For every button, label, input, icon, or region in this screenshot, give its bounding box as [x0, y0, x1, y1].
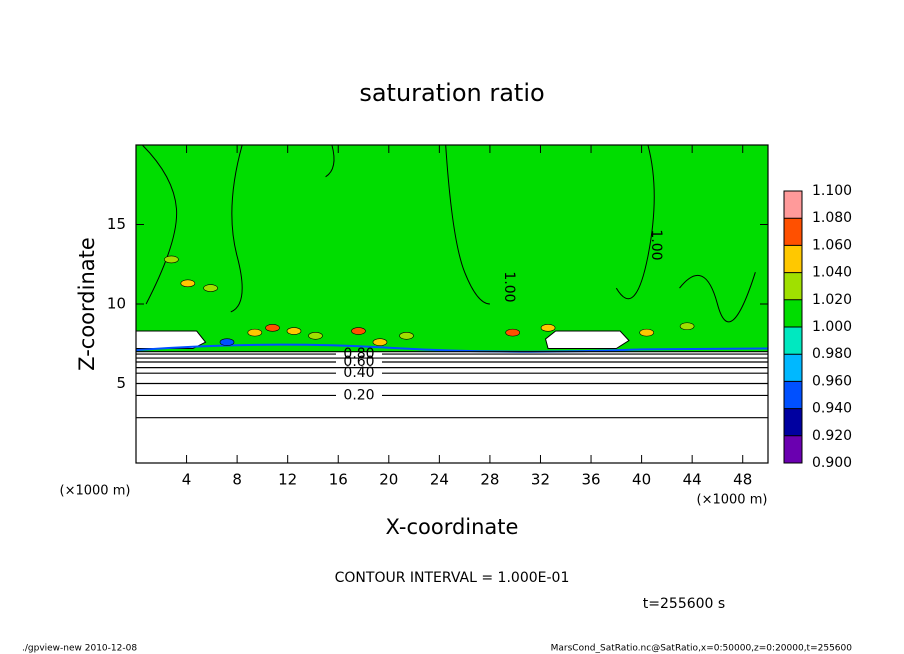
y-tick-label: 10	[107, 295, 126, 313]
colorbar-box	[784, 354, 802, 382]
contour-label: 0.80	[343, 346, 374, 362]
y-unit-label: (×1000 m)	[60, 484, 131, 499]
plot-area: 0.200.400.600.801.001.004 8 12 16 20 24 28 32 36…	[107, 144, 769, 489]
patch	[679, 322, 695, 331]
x-tick-label: 16	[329, 471, 348, 489]
patch	[164, 255, 179, 264]
colorbar: 0.900 0.920 0.940 0.960 0.980 1.000 1.020 1.040…	[783, 183, 852, 471]
colorbar-label: 1.060	[812, 237, 852, 253]
colorbar-label: 0.980	[812, 346, 852, 362]
colorbar-box	[784, 408, 802, 436]
patch	[203, 284, 218, 292]
contour-label: 0.40	[343, 365, 374, 381]
patch	[399, 331, 414, 340]
footer-right: MarsCond_SatRatio.nc@SatRatio,x=0:50000,…	[551, 644, 853, 654]
patch	[372, 338, 388, 346]
patch	[540, 324, 556, 332]
x-tick-label: 24	[430, 471, 449, 489]
patch	[286, 327, 302, 335]
colorbar-box	[784, 245, 802, 273]
colorbar-label: 1.000	[812, 319, 852, 335]
clear-region	[544, 330, 630, 350]
footer-left: ./gpview-new 2010-12-08	[22, 644, 137, 654]
patch	[180, 279, 196, 288]
contour-wiggle	[615, 144, 655, 300]
field	[136, 145, 768, 352]
time-label: t=255600 s	[643, 596, 725, 612]
contour-interval: CONTOUR INTERVAL = 1.000E-01	[335, 570, 570, 586]
x-tick-label: 28	[480, 471, 499, 489]
y-axis-label: Z-coordinate	[75, 237, 99, 371]
colorbar-label: 0.900	[812, 455, 852, 471]
colorbar-label: 0.960	[812, 373, 852, 389]
colorbar-box	[784, 191, 802, 219]
patch	[351, 327, 366, 335]
contour-label: 0.20	[343, 387, 374, 403]
patch	[308, 331, 323, 340]
colorbar-label: 0.920	[812, 428, 852, 444]
colorbar-box	[784, 272, 802, 300]
colorbar-label: 1.040	[812, 265, 852, 281]
x-tick-label: 40	[632, 471, 651, 489]
colorbar-label: 1.020	[812, 292, 852, 308]
y-tick-label: 5	[116, 374, 126, 392]
x-tick-label: 32	[531, 471, 550, 489]
x-tick-label: 4	[182, 471, 192, 489]
colorbar-box	[784, 327, 802, 355]
y-tick-label: 15	[107, 215, 126, 233]
colorbar-label: 1.100	[812, 183, 852, 199]
colorbar-box	[784, 299, 802, 327]
x-tick-label: 36	[581, 471, 600, 489]
patch	[265, 324, 280, 332]
contour-wiggle	[325, 144, 335, 178]
patch	[505, 328, 520, 337]
x-unit-label: (×1000 m)	[697, 493, 768, 508]
x-tick-label: 8	[232, 471, 242, 489]
colorbar-box	[784, 381, 802, 409]
colorbar-label: 0.940	[812, 401, 852, 417]
patch	[639, 328, 654, 337]
contour-wiggle	[679, 272, 756, 323]
colorbar-label: 1.080	[812, 210, 852, 226]
contour-wiggle	[141, 144, 178, 305]
contour-label: 1.00	[501, 271, 517, 302]
colorbar-box	[784, 218, 802, 246]
x-tick-label: 48	[733, 471, 752, 489]
patch	[219, 338, 235, 346]
chart-title: saturation ratio	[359, 79, 544, 107]
contour-wiggle	[445, 144, 490, 305]
contour-wiggle	[230, 144, 243, 313]
x-tick-label: 44	[683, 471, 702, 489]
x-tick-label: 20	[379, 471, 398, 489]
colorbar-box	[784, 435, 802, 463]
contour-label: 1.00	[648, 229, 664, 260]
patch	[247, 328, 263, 337]
x-tick-label: 12	[278, 471, 297, 489]
x-axis-label: X-coordinate	[386, 515, 519, 539]
